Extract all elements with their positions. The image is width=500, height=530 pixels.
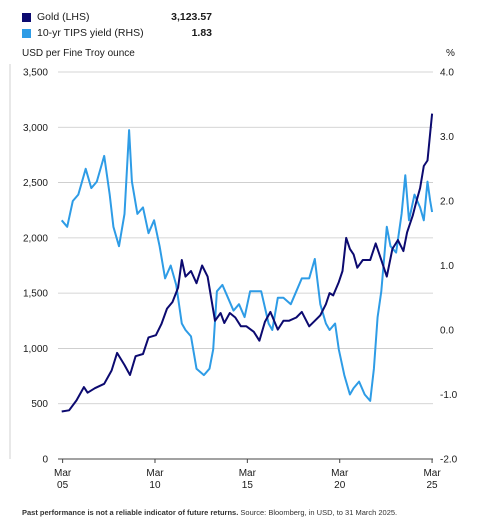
footnote: Past performance is not a reliable indic… bbox=[22, 508, 397, 517]
left-tick-label: 0 bbox=[42, 455, 48, 466]
legend-swatch-tips bbox=[22, 28, 31, 38]
left-tick-label: 1,500 bbox=[23, 289, 48, 300]
legend-label: 10-yr TIPS yield (RHS) bbox=[37, 27, 144, 39]
x-tick-label: Mar bbox=[239, 468, 257, 479]
left-tick-label: 2,000 bbox=[23, 233, 48, 244]
right-axis-title: % bbox=[446, 48, 455, 59]
left-tick-label: 500 bbox=[31, 399, 48, 410]
footnote-disclaimer: Past performance is not a reliable indic… bbox=[22, 508, 239, 517]
chart: 0 500 1,000 1,500 2,000 2,500 3,000 3,500 -2.0 -1… bbox=[9, 64, 458, 491]
x-tick-label: 20 bbox=[334, 480, 346, 491]
legend-swatch-gold bbox=[22, 12, 31, 22]
left-tick-label: 2,500 bbox=[23, 178, 48, 189]
right-tick-label: 2.0 bbox=[440, 197, 454, 208]
x-tick-label: 05 bbox=[57, 480, 69, 491]
legend-label: Gold (LHS) bbox=[37, 11, 90, 23]
left-tick-label: 3,500 bbox=[23, 68, 48, 79]
x-tick-label: 10 bbox=[149, 480, 161, 491]
tips-yield-series-line bbox=[60, 129, 434, 402]
x-tick-label: Mar bbox=[146, 468, 164, 479]
left-tick-label: 3,000 bbox=[23, 123, 48, 134]
footnote-source: Source: Bloomberg, in USD, to 31 March 2… bbox=[238, 508, 398, 517]
right-tick-label: 4.0 bbox=[440, 68, 454, 79]
legend-value: 1.83 bbox=[191, 27, 212, 39]
left-tick-label: 1,000 bbox=[23, 344, 48, 355]
x-tick-label: 15 bbox=[242, 480, 254, 491]
x-tick-label: Mar bbox=[423, 468, 441, 479]
x-tick-label: Mar bbox=[331, 468, 349, 479]
legend-value: 3,123.57 bbox=[171, 11, 212, 23]
right-tick-label: 1.0 bbox=[440, 261, 454, 272]
gold-series-line bbox=[61, 113, 434, 413]
right-tick-label: -1.0 bbox=[440, 390, 458, 401]
right-tick-label: -2.0 bbox=[440, 455, 458, 466]
x-tick-label: 25 bbox=[427, 480, 439, 491]
right-tick-label: 3.0 bbox=[440, 132, 454, 143]
right-tick-label: 0.0 bbox=[440, 326, 454, 337]
left-axis-title: USD per Fine Troy ounce bbox=[22, 48, 135, 59]
x-tick-label: Mar bbox=[54, 468, 72, 479]
legend-item-tips: 10-yr TIPS yield (RHS) 1.83 bbox=[22, 26, 212, 40]
legend-item-gold: Gold (LHS) 3,123.57 bbox=[22, 10, 212, 24]
